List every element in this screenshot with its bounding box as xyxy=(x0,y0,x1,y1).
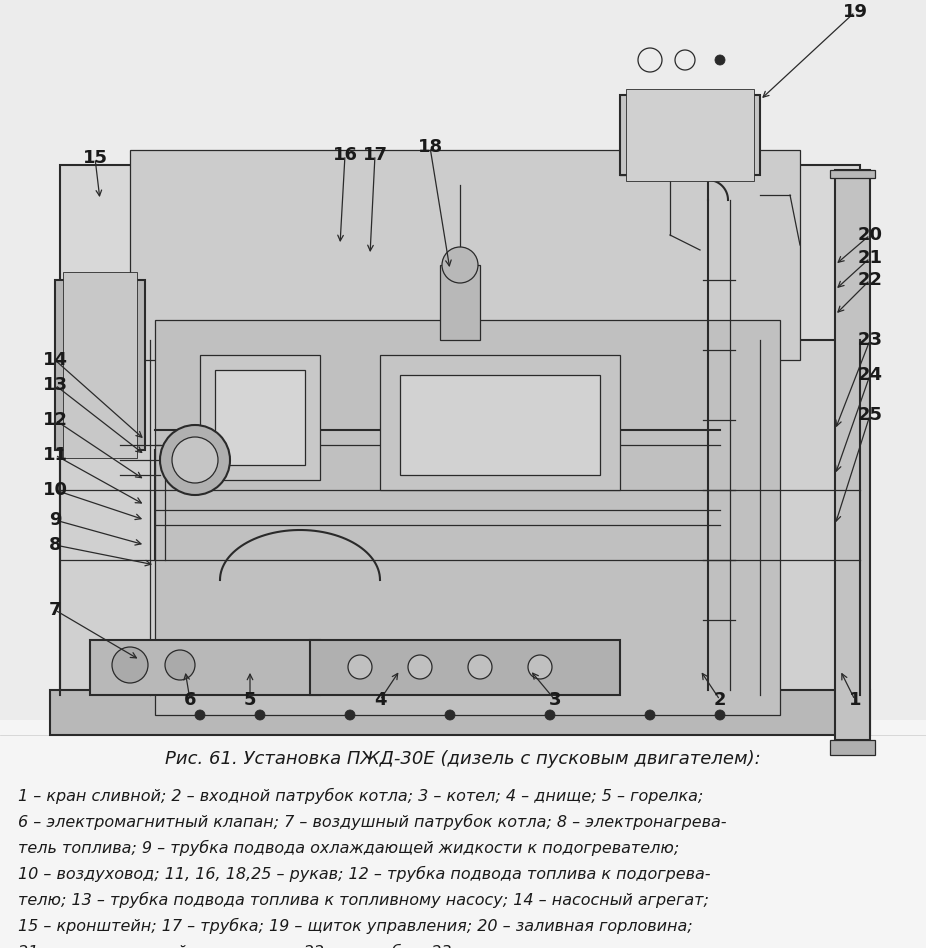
Circle shape xyxy=(645,710,655,720)
Polygon shape xyxy=(50,690,870,735)
Text: 18: 18 xyxy=(418,138,443,156)
Text: 25: 25 xyxy=(857,406,882,424)
Circle shape xyxy=(445,710,455,720)
Circle shape xyxy=(468,655,492,679)
Text: 12: 12 xyxy=(43,411,68,429)
Circle shape xyxy=(165,650,195,680)
Text: 8: 8 xyxy=(49,536,61,554)
Text: 10 – воздуховод; 11, 16, 18,25 – рукав; 12 – трубка подвода топлива к подогрева-: 10 – воздуховод; 11, 16, 18,25 – рукав; … xyxy=(18,866,710,883)
Polygon shape xyxy=(620,95,760,175)
Text: тель топлива; 9 – трубка подвода охлаждающей жидкости к подогревателю;: тель топлива; 9 – трубка подвода охлажда… xyxy=(18,840,680,856)
Text: 1: 1 xyxy=(849,691,861,709)
Text: 6 – электромагнитный клапан; 7 – воздушный патрубок котла; 8 – электронагрева-: 6 – электромагнитный клапан; 7 – воздушн… xyxy=(18,814,727,830)
Circle shape xyxy=(345,710,355,720)
Circle shape xyxy=(528,655,552,679)
Text: 21 – транзисторный коммутатор; 22 – патрубок; 23 – тросик сливного крана;: 21 – транзисторный коммутатор; 22 – патр… xyxy=(18,944,670,948)
Circle shape xyxy=(348,655,372,679)
Polygon shape xyxy=(60,165,860,345)
Polygon shape xyxy=(200,355,320,480)
Circle shape xyxy=(408,655,432,679)
Text: 21: 21 xyxy=(857,249,882,267)
Polygon shape xyxy=(440,265,480,340)
Text: 24: 24 xyxy=(857,366,882,384)
Text: 9: 9 xyxy=(49,511,61,529)
Circle shape xyxy=(715,55,725,65)
Text: 4: 4 xyxy=(374,691,386,709)
Text: 19: 19 xyxy=(843,3,868,21)
Text: 10: 10 xyxy=(43,481,68,499)
Text: 6: 6 xyxy=(183,691,196,709)
Polygon shape xyxy=(626,89,754,181)
Text: 15 – кронштейн; 17 – трубка; 19 – щиток управления; 20 – заливная горловина;: 15 – кронштейн; 17 – трубка; 19 – щиток … xyxy=(18,918,693,934)
Polygon shape xyxy=(63,272,137,458)
Polygon shape xyxy=(55,280,145,450)
Circle shape xyxy=(545,710,555,720)
Text: 22: 22 xyxy=(857,271,882,289)
Polygon shape xyxy=(835,170,870,740)
Circle shape xyxy=(255,710,265,720)
FancyBboxPatch shape xyxy=(0,0,926,720)
Text: телю; 13 – трубка подвода топлива к топливному насосу; 14 – насосный агрегат;: телю; 13 – трубка подвода топлива к топл… xyxy=(18,892,709,908)
Circle shape xyxy=(172,437,218,483)
Circle shape xyxy=(112,647,148,683)
Text: 1 – кран сливной; 2 – входной патрубок котла; 3 – котел; 4 – днище; 5 – горелка;: 1 – кран сливной; 2 – входной патрубок к… xyxy=(18,788,703,804)
Text: 3: 3 xyxy=(549,691,561,709)
Polygon shape xyxy=(380,355,620,490)
Polygon shape xyxy=(60,340,860,695)
Text: 23: 23 xyxy=(857,331,882,349)
Text: 17: 17 xyxy=(362,146,387,164)
Polygon shape xyxy=(310,640,620,695)
Polygon shape xyxy=(830,740,875,755)
Text: 2: 2 xyxy=(714,691,726,709)
Text: 16: 16 xyxy=(332,146,357,164)
Circle shape xyxy=(195,710,205,720)
Polygon shape xyxy=(215,370,305,465)
Polygon shape xyxy=(830,170,875,178)
FancyBboxPatch shape xyxy=(0,720,926,948)
Polygon shape xyxy=(400,375,600,475)
Text: 5: 5 xyxy=(244,691,257,709)
Circle shape xyxy=(715,710,725,720)
Text: Рис. 61. Установка ПЖД-30Е (дизель с пусковым двигателем):: Рис. 61. Установка ПЖД-30Е (дизель с пус… xyxy=(165,750,761,768)
Circle shape xyxy=(442,247,478,283)
Text: 14: 14 xyxy=(43,351,68,369)
Polygon shape xyxy=(155,320,780,715)
Circle shape xyxy=(160,425,230,495)
Text: 11: 11 xyxy=(43,446,68,464)
Polygon shape xyxy=(130,150,800,360)
Polygon shape xyxy=(90,640,320,695)
Text: 15: 15 xyxy=(82,149,107,167)
Text: 7: 7 xyxy=(49,601,61,619)
Text: 20: 20 xyxy=(857,226,882,244)
Text: 13: 13 xyxy=(43,376,68,394)
